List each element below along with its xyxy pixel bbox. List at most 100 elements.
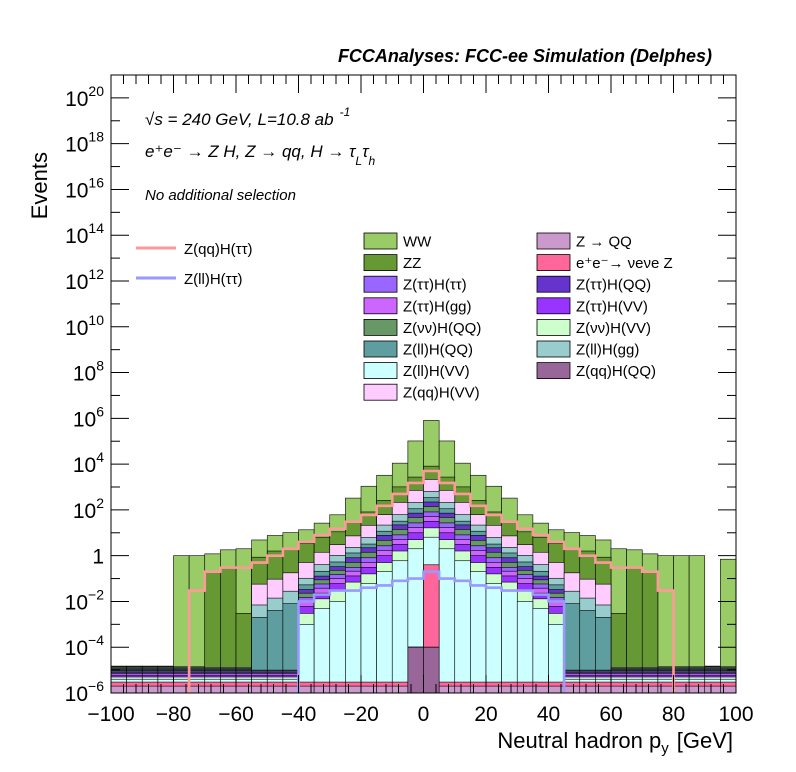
energy-lumi-text: √s = 240 GeV, L=10.8 ab <box>145 110 334 129</box>
legend-swatch-z-ll-h-gg <box>536 340 571 358</box>
y-tick-label: 1018 <box>65 129 104 157</box>
legend-swatch-z-h-qq <box>363 318 398 336</box>
legend-swatch-e-e-e-e-z <box>536 254 571 272</box>
x-axis-label-main: Neutral hadron p <box>497 728 661 753</box>
bar-z-qq-2 <box>141 685 159 694</box>
legend-swatch-z-h <box>363 275 398 293</box>
bar-z-qq-1 <box>126 685 143 694</box>
y-tick-label: 102 <box>73 495 104 523</box>
bar-z-qq-9 <box>251 685 268 694</box>
y-tick-exponent: −4 <box>88 632 104 648</box>
y-tick-base: 10 <box>65 179 88 202</box>
x-tick-label: −100 <box>87 703 134 726</box>
legend-swatch-z-qq-h-vv <box>363 383 398 401</box>
legend-swatch-zz <box>363 254 398 272</box>
y-tick-base: 10 <box>65 271 88 294</box>
bar-z-ll-h-vv-15 <box>345 590 362 694</box>
bar-z-ll-h-vv-25 <box>501 590 518 694</box>
y-tick-base: 10 <box>73 363 96 386</box>
y-tick-exponent: 16 <box>88 174 104 190</box>
legend-label: Z(νν)H(QQ) <box>403 320 481 337</box>
y-tick-label: 10−6 <box>65 678 105 706</box>
bar-z-qq-35 <box>657 685 674 694</box>
bar-z-qq-7 <box>220 685 237 694</box>
bar-z-qq-5 <box>188 685 206 694</box>
process-sub-1: L <box>355 154 362 168</box>
y-tick-label: 108 <box>73 358 104 386</box>
legend-swatch-z-qq <box>536 232 571 250</box>
legend-label: Z(ττ)H(VV) <box>576 298 648 315</box>
legend-label: Z(ττ)H(ττ) <box>403 277 467 294</box>
x-tick-label: 0 <box>418 703 430 726</box>
legend-label: e⁺e⁻→ νeνe Z <box>576 255 673 272</box>
y-tick-label: 10−2 <box>65 586 105 614</box>
bar-z-qq-4 <box>173 685 190 694</box>
bar-z-ll-h-vv-24 <box>485 583 502 694</box>
y-tick-exponent: 4 <box>96 449 104 465</box>
x-tick-label: 100 <box>718 703 753 726</box>
legend-label: Z(ll)H(VV) <box>403 363 470 380</box>
y-tick-base: 10 <box>65 88 88 111</box>
bar-z-qq-10 <box>266 685 284 694</box>
bar-z-qq-22 <box>454 685 471 694</box>
energy-lumi-label: √s = 240 GeV, L=10.8 ab -1 <box>145 105 350 129</box>
axis-ticks <box>110 74 737 694</box>
process-sub-2: h <box>368 154 375 168</box>
line-z-ll-h <box>297 570 566 693</box>
process-text: e⁺e⁻ → Z H, Z → qq, H → τ <box>145 142 357 161</box>
bar-z-ll-h-vv-16 <box>360 583 377 694</box>
y-tick-label: 1 <box>92 546 104 569</box>
bar-z-qq-31 <box>595 685 612 694</box>
y-tick-label: 1016 <box>65 174 104 202</box>
bar-z-qq-16 <box>360 685 377 694</box>
line-z-qq-h <box>187 469 675 693</box>
bar-z-ll-h-vv-17 <box>376 571 393 694</box>
bar-z-qq-30 <box>579 685 596 694</box>
legend-label: Z(qq)H(VV) <box>403 385 480 402</box>
bar-z-qq-38 <box>704 685 721 694</box>
x-tick-label: 60 <box>599 703 622 726</box>
bar-z-qq-39 <box>720 685 737 694</box>
y-tick-label: 106 <box>73 403 104 431</box>
legend-swatch-z-h-gg <box>363 297 398 315</box>
chart-title: FCCAnalyses: FCC-ee Simulation (Delphes) <box>338 46 712 66</box>
y-tick-exponent: 12 <box>88 266 104 282</box>
bar-z-qq-18 <box>391 685 409 694</box>
process-mid: τ <box>362 142 370 161</box>
bar-z-qq-34 <box>641 685 659 694</box>
legend-swatch-z-ll-h-qq <box>363 340 398 358</box>
legend: Z(qq)H(ττ) Z(ll)H(ττ) WW ZZ Z(ττ)H(ττ) Z(ττ)H… <box>136 232 673 402</box>
y-tick-base: 10 <box>73 500 96 523</box>
y-tick-label: 1020 <box>65 83 104 111</box>
y-tick-exponent: −2 <box>88 586 104 602</box>
y-tick-labels: 10−610−410−21102104106108101010121014101… <box>65 83 105 706</box>
y-tick-exponent: −6 <box>88 678 104 694</box>
y-tick-exponent: 8 <box>96 358 104 374</box>
legend-swatch-ww <box>363 232 398 250</box>
x-tick-label: 20 <box>474 703 497 726</box>
legend-label: Z(qq)H(QQ) <box>576 363 656 380</box>
bar-z-ll-h-vv-27 <box>532 608 549 694</box>
y-tick-exponent: 14 <box>88 220 104 236</box>
bar-z-ll-h-vv-21 <box>438 548 456 694</box>
layer-z-qq-h-qq <box>407 646 440 694</box>
bar-z-qq-13 <box>313 685 331 694</box>
x-tick-label: −40 <box>281 703 317 726</box>
bar-z-qq-8 <box>235 685 252 694</box>
bar-z-ll-h-vv-13 <box>313 608 331 694</box>
y-tick-base: 1 <box>92 546 104 569</box>
bar-z-qq-12 <box>298 685 315 694</box>
y-tick-base: 10 <box>65 134 88 157</box>
y-tick-exponent: 10 <box>88 312 104 328</box>
bar-z-qq-6 <box>204 685 221 694</box>
legend-label: WW <box>403 234 432 251</box>
legend-label: Z(qq)H(ττ) <box>184 241 253 258</box>
y-tick-exponent: 20 <box>88 83 104 99</box>
y-tick-base: 10 <box>73 408 96 431</box>
legend-label: Z(ll)H(ττ) <box>184 271 243 288</box>
y-tick-label: 1012 <box>65 266 104 294</box>
bar-z-qq-21 <box>438 685 456 694</box>
bar-z-qq-11 <box>282 685 299 694</box>
y-tick-exponent: 18 <box>88 129 104 145</box>
bar-z-qq-24 <box>485 685 502 694</box>
